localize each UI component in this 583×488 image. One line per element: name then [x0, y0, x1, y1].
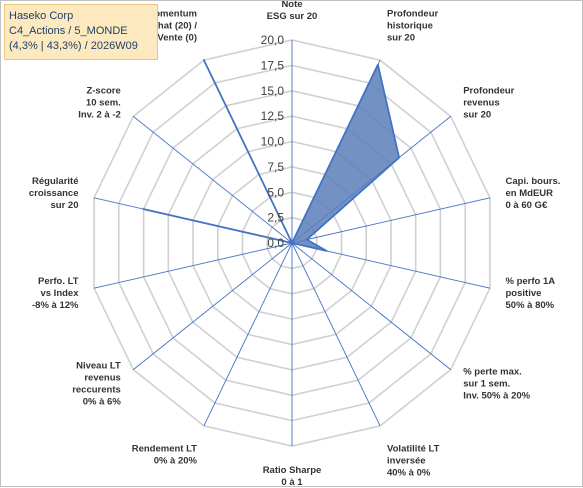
- axis-label-line: sur 1 sem.: [463, 378, 510, 389]
- axis-label-line: Rendement LT: [132, 443, 197, 454]
- axis-label: Volatilité LT inversée 40% à 0%: [387, 443, 440, 478]
- axis-label-line: Ratio Sharpe: [263, 465, 322, 476]
- radar-series: [142, 59, 401, 252]
- axis-label-line: ESG sur 20: [267, 11, 318, 22]
- axis-label: Note ESG sur 20: [267, 1, 318, 22]
- axis-label-line: Perfo. LT: [38, 276, 79, 287]
- data-point: [398, 156, 400, 159]
- axis-label-line: 50% à 80%: [506, 300, 555, 311]
- axis-label: Profondeur historique sur 20: [387, 9, 438, 44]
- axis-label-line: revenus: [463, 98, 499, 109]
- axis-spoke: [93, 242, 293, 289]
- axis-label-line: Régularité: [32, 176, 78, 187]
- axis-label-line: Vente (0): [157, 33, 197, 44]
- axis-label-line: sur 20: [463, 110, 491, 121]
- data-point: [306, 238, 308, 241]
- series-area: [142, 59, 401, 252]
- axis-spoke: [203, 242, 293, 427]
- axis-label-line: Capi. bours.: [506, 176, 561, 187]
- tick-label: 10,0: [261, 135, 285, 149]
- axis-label-line: sur 20: [51, 200, 79, 211]
- axis-label-line: inversée: [387, 455, 426, 466]
- axis-label: Rendement LT 0% à 20%: [132, 443, 198, 466]
- axis-label: Régularité croissance sur 20: [29, 176, 79, 211]
- axis-label: Z-score 10 sem. Inv. 2 à -2: [78, 86, 121, 121]
- axis-label-line: 10 sem.: [86, 98, 121, 109]
- axis-label-line: revenus: [84, 372, 120, 383]
- tick-label: 0,0: [267, 236, 284, 250]
- axis-label-line: positive: [506, 288, 542, 299]
- tick-label: 20,0: [261, 33, 285, 47]
- axis-label-line: Volatilité LT: [387, 443, 440, 454]
- axis-label-line: Inv. 2 à -2: [78, 110, 121, 121]
- axis-label-line: historique: [387, 21, 433, 32]
- axis-label-line: % perfo 1A: [506, 276, 556, 287]
- axis-label-line: Momentum: [146, 9, 197, 20]
- tick-label: 12,5: [261, 109, 285, 123]
- axis-label-line: % perte max.: [463, 366, 522, 377]
- data-point: [377, 63, 379, 66]
- axis-label-line: 40% à 0%: [387, 467, 431, 478]
- axis-spoke: [291, 242, 381, 427]
- company-name: Haseko Corp: [9, 10, 74, 22]
- axis-label-line: 0 à 1: [281, 477, 303, 488]
- axis-label-line: Niveau LT: [76, 360, 121, 371]
- axis-label: Profondeur revenus sur 20: [463, 86, 514, 121]
- tick-label: 7,5: [267, 160, 284, 174]
- portfolio-path: C4_Actions / 5_MONDE: [9, 25, 128, 37]
- axis-label-line: vs Index: [40, 288, 79, 299]
- axis-spoke: [133, 242, 293, 370]
- axis-label-line: sur 20: [387, 33, 415, 44]
- axis-spoke: [291, 242, 451, 370]
- axis-label-line: -8% à 12%: [32, 300, 79, 311]
- data-point: [142, 208, 145, 210]
- axis-label-line: Profondeur: [387, 9, 438, 20]
- tick-label: 5,0: [267, 185, 284, 199]
- axis-label-line: Note: [281, 1, 302, 10]
- axis-label: Momentum Achat (20) / Vente (0): [146, 9, 198, 44]
- axis-label: Capi. bours. en MdEUR 0 à 60 G€: [506, 176, 561, 211]
- axis-label: % perte max. sur 1 sem. Inv. 50% à 20%: [463, 366, 530, 401]
- axis-label-line: Inv. 50% à 20%: [463, 390, 530, 401]
- axis-spoke: [133, 116, 293, 244]
- axis-label-line: Z-score: [86, 86, 120, 97]
- axis-spoke: [291, 197, 491, 244]
- data-point: [291, 242, 293, 244]
- data-point: [325, 250, 328, 252]
- axis-label-line: reccurents: [72, 384, 121, 395]
- tick-label: 2,5: [267, 211, 284, 225]
- axis-label: Niveau LT revenus reccurents 0% à 6%: [72, 360, 121, 407]
- radial-tick-labels: 0,0 2,5 5,0 7,5 10,0 12,5 15,0 17,5 20,0: [261, 33, 285, 250]
- axis-label-line: Profondeur: [463, 86, 514, 97]
- stats-period: (4,3% | 43,3%) / 2026W09: [9, 40, 138, 52]
- axis-label-line: en MdEUR: [506, 188, 554, 199]
- data-point: [203, 59, 205, 61]
- axis-label-line: Achat (20) /: [146, 21, 198, 32]
- info-box: Haseko Corp C4_Actions / 5_MONDE (4,3% |…: [4, 4, 158, 60]
- axis-label-line: 0 à 60 G€: [506, 200, 548, 211]
- axis-label-line: 0% à 20%: [154, 455, 198, 466]
- axis-label: Perfo. LT vs Index -8% à 12%: [32, 276, 79, 311]
- axis-label-line: croissance: [29, 188, 79, 199]
- tick-label: 17,5: [261, 58, 285, 72]
- axis-labels: Note ESG sur 20 Profondeur historique sur 20…: [29, 1, 561, 488]
- axis-label: % perfo 1A positive 50% à 80%: [506, 276, 556, 311]
- axis-label: Ratio Sharpe 0 à 1: [263, 465, 322, 488]
- tick-label: 15,0: [261, 84, 285, 98]
- axis-label-line: 0% à 6%: [83, 396, 122, 407]
